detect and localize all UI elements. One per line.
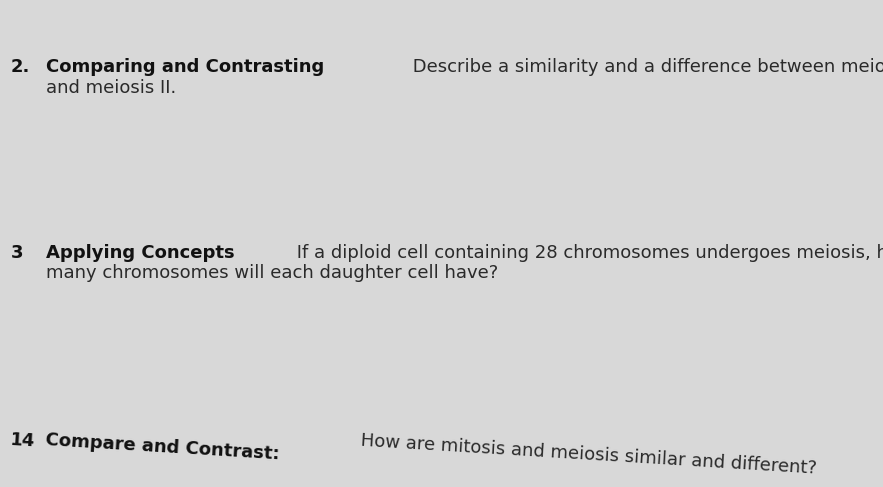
Text: Compare and Contrast:: Compare and Contrast: bbox=[45, 431, 280, 463]
Text: 3: 3 bbox=[11, 244, 23, 262]
Text: Comparing and Contrasting: Comparing and Contrasting bbox=[46, 58, 324, 76]
Text: many chromosomes will each daughter cell have?: many chromosomes will each daughter cell… bbox=[46, 264, 498, 282]
Text: 2.: 2. bbox=[11, 58, 30, 76]
Text: Describe a similarity and a difference between meiosis I: Describe a similarity and a difference b… bbox=[407, 58, 883, 76]
Text: If a diploid cell containing 28 chromosomes undergoes meiosis, how: If a diploid cell containing 28 chromoso… bbox=[291, 244, 883, 262]
Text: 14: 14 bbox=[10, 431, 35, 450]
Text: How are mitosis and meiosis similar and different?: How are mitosis and meiosis similar and … bbox=[349, 431, 817, 478]
Text: and meiosis II.: and meiosis II. bbox=[46, 79, 177, 97]
Text: Applying Concepts: Applying Concepts bbox=[46, 244, 235, 262]
